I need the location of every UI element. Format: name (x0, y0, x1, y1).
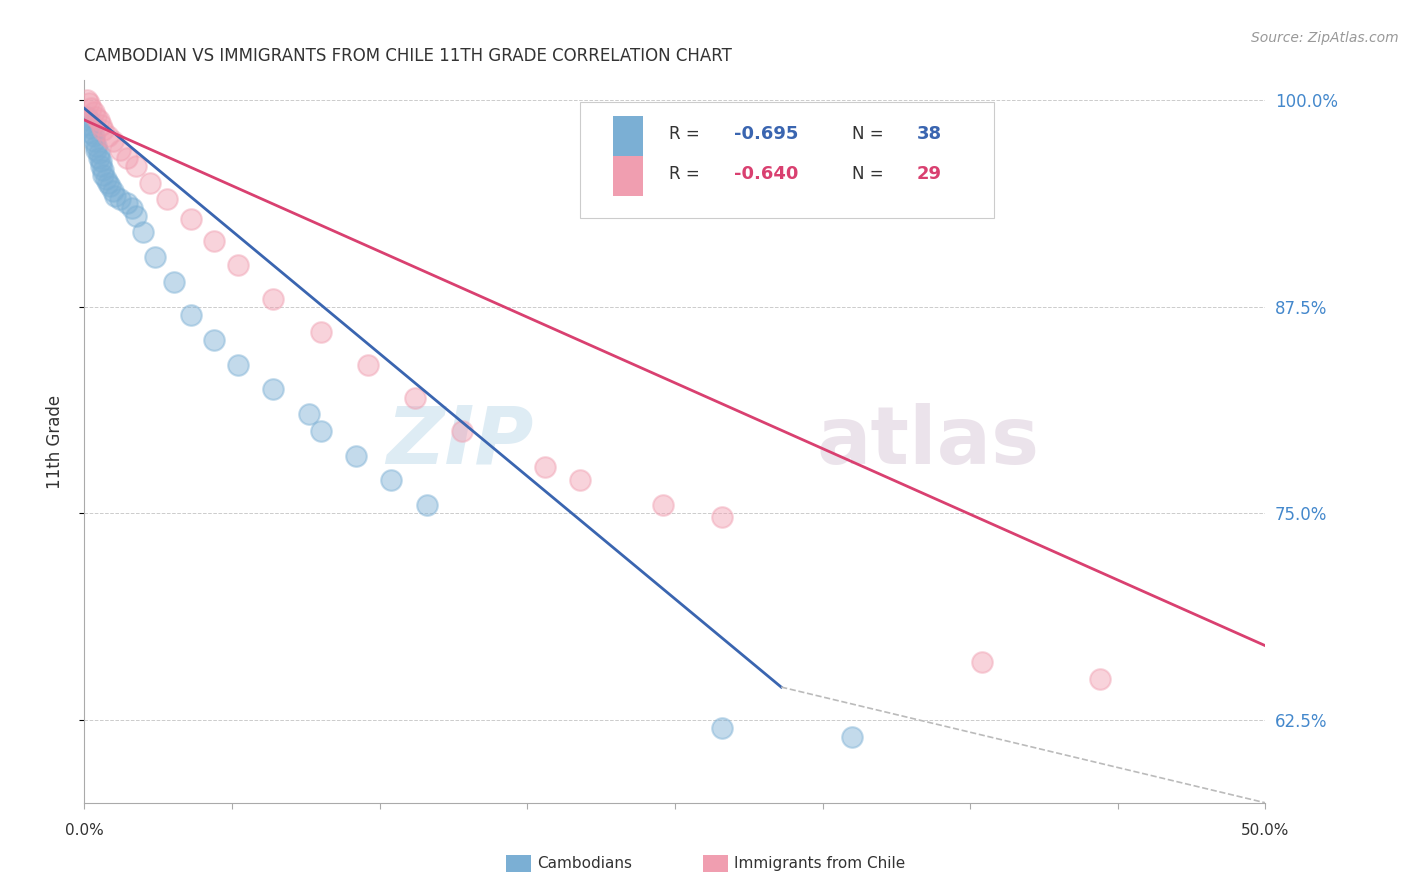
Point (94, 172, 117, 186)
Text: 50.0%: 50.0% (1241, 822, 1289, 838)
Bar (613, 117, 643, 156)
Point (163, 275, 186, 289)
Point (309, 424, 332, 438)
Text: N =: N = (852, 126, 889, 144)
Point (98, 179, 121, 194)
Point (84, 143, 107, 157)
Text: Immigrants from Chile: Immigrants from Chile (734, 856, 905, 871)
Point (202, 333, 225, 347)
Point (1088, 672, 1111, 686)
Point (91, 162, 114, 177)
Point (226, 259, 249, 273)
Point (87, 112, 110, 127)
Point (80, 102, 103, 116)
Point (87, 151, 110, 165)
Point (80, 126, 103, 140)
Point (97, 129, 120, 144)
Point (652, 498, 675, 512)
Point (534, 460, 557, 475)
Point (380, 474, 402, 488)
Point (101, 135, 124, 149)
Point (180, 308, 202, 322)
Point (404, 391, 426, 405)
Point (77, 112, 100, 127)
Point (226, 358, 249, 372)
Y-axis label: 11th Grade: 11th Grade (45, 394, 63, 489)
Point (180, 212, 202, 227)
Point (121, 201, 143, 215)
Text: Source: ZipAtlas.com: Source: ZipAtlas.com (1251, 31, 1399, 45)
Point (569, 474, 592, 488)
Point (90, 154, 112, 169)
Point (344, 449, 367, 463)
Point (83, 129, 105, 144)
FancyBboxPatch shape (581, 102, 994, 218)
Point (309, 325, 332, 339)
Point (108, 192, 131, 206)
Point (139, 176, 162, 190)
Text: ZIP: ZIP (385, 402, 533, 481)
Point (97, 176, 120, 190)
Point (125, 209, 148, 223)
Point (132, 226, 155, 240)
Point (841, 730, 863, 744)
Text: CAMBODIAN VS IMMIGRANTS FROM CHILE 11TH GRADE CORRELATION CHART: CAMBODIAN VS IMMIGRANTS FROM CHILE 11TH … (84, 47, 733, 65)
Text: Cambodians: Cambodians (537, 856, 633, 871)
Point (104, 189, 127, 203)
Bar (613, 156, 643, 196)
Point (87, 146, 110, 161)
Text: R =: R = (669, 165, 704, 183)
Point (84, 139, 107, 153)
Point (77, 96, 100, 111)
Point (91, 123, 114, 137)
Point (711, 722, 734, 736)
Point (83, 104, 105, 119)
Point (156, 192, 179, 206)
Text: atlas: atlas (817, 402, 1039, 481)
Point (80, 121, 103, 136)
Point (83, 135, 105, 149)
Point (76, 110, 98, 124)
Point (202, 234, 225, 248)
Text: -0.640: -0.640 (734, 165, 799, 183)
Text: N =: N = (852, 165, 889, 183)
Point (416, 498, 439, 512)
Point (298, 407, 321, 421)
Point (77, 118, 100, 132)
Point (262, 292, 284, 306)
Text: R =: R = (669, 126, 704, 144)
Point (262, 383, 284, 397)
Text: 29: 29 (917, 165, 942, 183)
Point (101, 184, 124, 198)
Point (91, 168, 114, 182)
Point (76, 93, 98, 107)
Point (451, 424, 474, 438)
Point (115, 195, 138, 210)
Point (90, 118, 112, 132)
Point (84, 110, 107, 124)
Text: -0.695: -0.695 (734, 126, 799, 144)
Point (357, 358, 380, 372)
Point (970, 655, 993, 669)
Point (143, 250, 166, 264)
Text: 38: 38 (917, 126, 942, 144)
Point (115, 151, 138, 165)
Point (125, 159, 148, 173)
Point (90, 159, 112, 173)
Point (108, 143, 131, 157)
Text: 0.0%: 0.0% (65, 822, 104, 838)
Point (711, 509, 734, 524)
